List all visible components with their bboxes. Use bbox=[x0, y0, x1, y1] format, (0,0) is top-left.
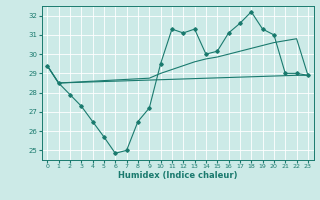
X-axis label: Humidex (Indice chaleur): Humidex (Indice chaleur) bbox=[118, 171, 237, 180]
